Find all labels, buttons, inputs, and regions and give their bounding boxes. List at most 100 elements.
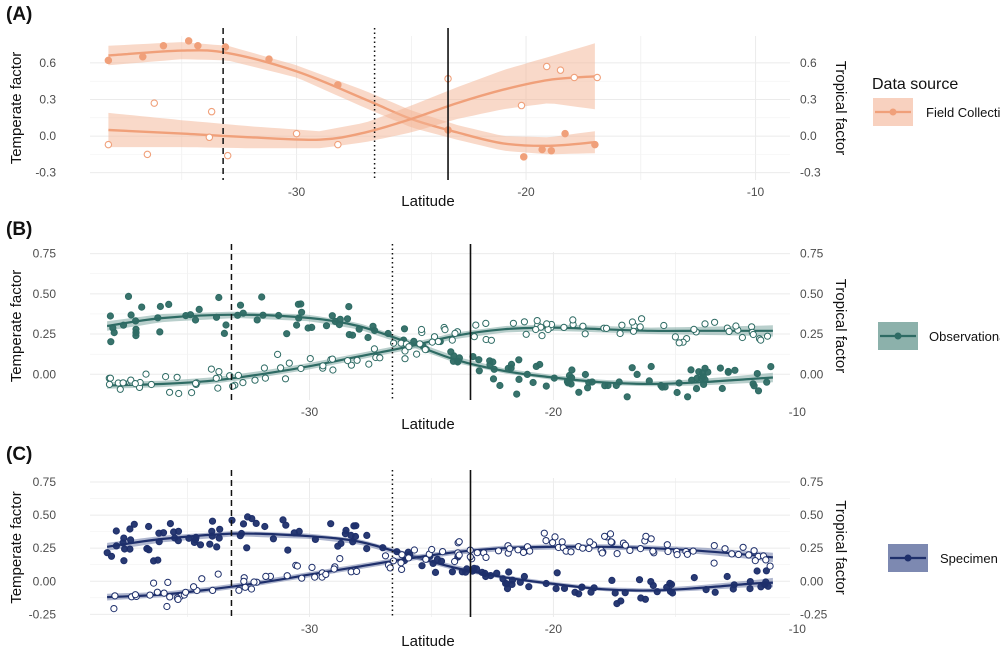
data-point-open xyxy=(618,321,626,329)
data-point-filled xyxy=(633,370,641,378)
data-point-open xyxy=(188,389,196,397)
data-point-filled xyxy=(475,356,483,364)
data-point-open xyxy=(274,350,282,358)
data-point-open xyxy=(405,343,413,351)
data-point-filled xyxy=(295,314,303,322)
data-point-open xyxy=(153,588,161,596)
y-tick-label-left: 0.00 xyxy=(33,367,57,381)
data-point-filled xyxy=(347,531,355,540)
data-point-filled xyxy=(591,140,599,149)
data-point-open xyxy=(198,575,206,583)
data-point-filled xyxy=(297,300,305,308)
y-tick-label-right: 0.6 xyxy=(800,56,817,70)
data-point-filled xyxy=(363,531,371,540)
y-tick-label-left: -0.3 xyxy=(35,166,56,180)
data-point-filled xyxy=(220,329,228,337)
legend-label: Observational xyxy=(929,329,1000,344)
data-point-filled xyxy=(635,576,644,584)
fit-line-temperate xyxy=(106,313,773,386)
data-point-open xyxy=(111,592,119,600)
data-point-filled xyxy=(283,330,291,338)
data-point-filled xyxy=(334,542,342,550)
data-point-open xyxy=(240,577,248,585)
x-tick-label: -10 xyxy=(747,185,765,199)
data-point-open xyxy=(142,370,150,378)
data-point-filled xyxy=(688,376,696,384)
data-point-filled xyxy=(505,568,513,576)
data-point-filled xyxy=(493,569,501,577)
data-point-open xyxy=(642,532,650,540)
data-point-open xyxy=(728,550,736,558)
data-point-filled xyxy=(447,348,455,356)
data-point-filled xyxy=(475,367,483,375)
data-point-open xyxy=(439,548,447,556)
panel-label: (A) xyxy=(6,4,32,25)
data-point-filled xyxy=(252,519,260,528)
data-point-open xyxy=(370,345,378,353)
data-point-open xyxy=(664,547,672,556)
legend-key-point xyxy=(894,332,902,340)
data-point-open xyxy=(147,380,155,389)
y-tick-label-right: 0.50 xyxy=(800,287,824,301)
data-point-filled xyxy=(753,370,761,378)
data-point-open xyxy=(390,339,398,347)
data-point-open xyxy=(116,385,124,393)
data-point-filled xyxy=(165,300,173,308)
data-point-filled xyxy=(542,382,550,390)
data-point-open xyxy=(629,327,638,335)
data-point-filled xyxy=(196,541,205,549)
data-point-filled xyxy=(124,292,133,300)
data-point-filled xyxy=(716,364,725,372)
y-axis-title-left: Temperate factor xyxy=(8,52,25,165)
data-point-open xyxy=(322,570,330,579)
data-point-open xyxy=(241,583,249,591)
y-tick-label-right: 0.3 xyxy=(800,92,817,106)
data-point-open xyxy=(613,550,621,558)
data-point-open xyxy=(247,585,256,593)
data-point-filled xyxy=(520,572,529,581)
data-point-filled xyxy=(322,322,331,330)
data-point-open xyxy=(734,550,743,559)
data-point-open xyxy=(298,574,306,582)
data-point-open xyxy=(308,563,316,572)
y-tick-label-left: 0.75 xyxy=(33,247,57,261)
data-point-filled xyxy=(208,517,217,525)
y-tick-label-right: 0.25 xyxy=(800,541,824,555)
data-point-filled xyxy=(279,516,287,524)
data-point-open xyxy=(482,319,490,327)
data-point-filled xyxy=(298,308,306,316)
data-point-open xyxy=(410,546,418,554)
data-point-filled xyxy=(206,540,214,548)
data-point-open xyxy=(598,549,606,557)
data-point-open xyxy=(162,373,170,381)
data-point-open xyxy=(570,73,579,82)
y-tick-label-left: 0.75 xyxy=(33,475,57,489)
data-point-open xyxy=(336,555,344,563)
data-point-filled xyxy=(352,522,360,530)
y-tick-label-left: -0.25 xyxy=(29,607,57,621)
data-point-filled xyxy=(433,555,442,563)
data-point-open xyxy=(398,565,406,574)
data-point-filled xyxy=(112,527,120,535)
reference-lines xyxy=(230,470,472,617)
confidence-band-tropical xyxy=(107,544,773,601)
data-point-filled xyxy=(520,153,528,161)
x-tick-label: -20 xyxy=(545,405,563,419)
data-point-filled xyxy=(379,544,387,552)
data-point-open xyxy=(558,538,566,546)
data-point-filled xyxy=(767,363,775,371)
y-tick-label-right: -0.25 xyxy=(800,607,828,621)
data-point-filled xyxy=(653,588,661,596)
data-point-open xyxy=(261,374,269,382)
data-point-open xyxy=(401,347,409,355)
x-axis-title: Latitude xyxy=(401,416,454,433)
data-point-open xyxy=(551,533,559,541)
data-point-filled xyxy=(668,589,677,597)
data-point-filled xyxy=(186,311,195,319)
panel-a-field-collection: (A) -0.3 -0.3 0.0 0.0 0.3 0.3 0.6 0.6 -30 -20 -10 La… xyxy=(6,4,1000,210)
data-point-filled xyxy=(700,380,708,388)
data-point-open xyxy=(738,333,747,342)
data-point-filled xyxy=(265,55,273,63)
data-point-open xyxy=(543,320,551,328)
data-point-open xyxy=(166,593,174,601)
